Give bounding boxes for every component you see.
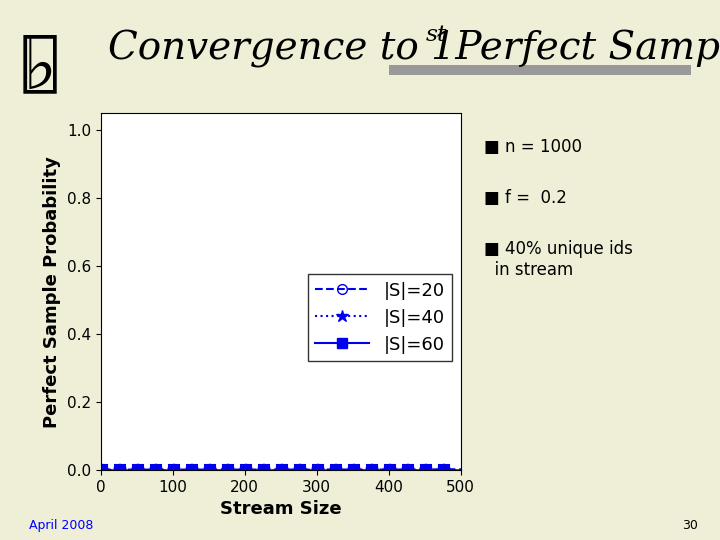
Text: Perfect Sample: Perfect Sample — [443, 30, 720, 67]
Y-axis label: Perfect Sample Probability: Perfect Sample Probability — [43, 156, 61, 428]
Text: ■ 40% unique ids
  in stream: ■ 40% unique ids in stream — [484, 240, 633, 279]
Text: ♭: ♭ — [22, 35, 57, 104]
Text: st: st — [426, 24, 447, 46]
Text: 30: 30 — [683, 519, 698, 532]
Text: ■ n = 1000: ■ n = 1000 — [484, 138, 582, 156]
Legend: |S|=20, |S|=40, |S|=60: |S|=20, |S|=40, |S|=60 — [307, 274, 451, 361]
Text: 𝄞: 𝄞 — [19, 30, 60, 96]
Text: Convergence to 1: Convergence to 1 — [108, 30, 456, 68]
Text: April 2008: April 2008 — [29, 519, 93, 532]
Text: ■ f =  0.2: ■ f = 0.2 — [484, 189, 567, 207]
X-axis label: Stream Size: Stream Size — [220, 500, 341, 518]
